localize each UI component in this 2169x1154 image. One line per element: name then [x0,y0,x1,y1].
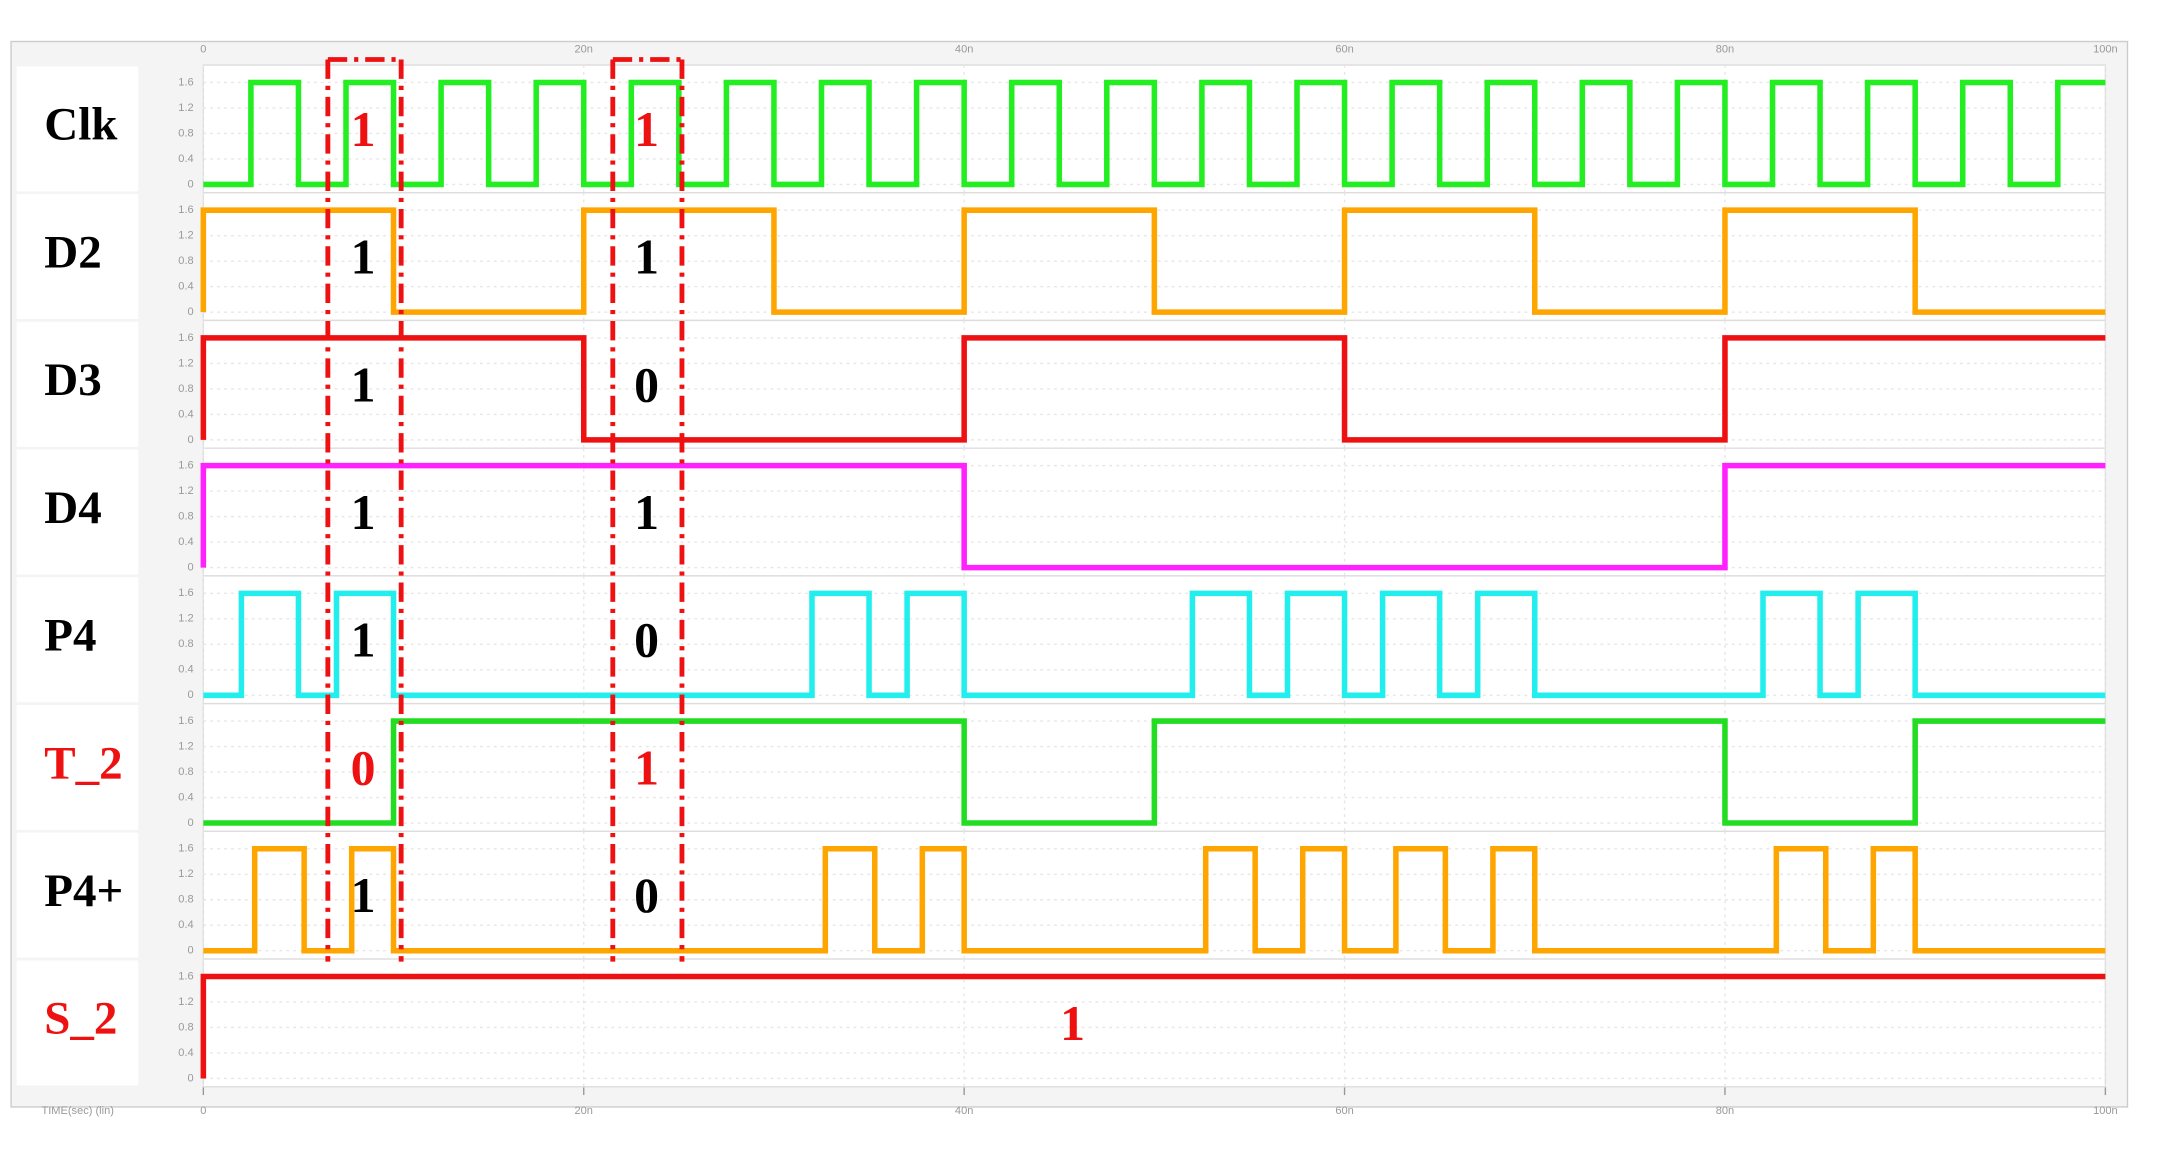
y-tick-label: 0 [188,306,194,318]
y-tick-label: 1.2 [178,485,193,497]
signal-name: Clk [44,99,118,151]
y-tick-label: 1.2 [178,357,193,369]
value-annotation: 1 [1060,996,1085,1051]
value-annotation: 0 [634,868,659,923]
y-tick-label: 1.2 [178,230,193,242]
y-tick-label: 0.8 [178,894,193,906]
y-tick-label: 0.4 [178,791,193,803]
y-tick-label: 0.8 [178,255,193,267]
y-tick-label: 0.8 [178,766,193,778]
y-tick-label: 0 [188,434,194,446]
y-tick-label: 1.2 [178,102,193,114]
y-tick-label: 0.4 [178,536,193,548]
y-tick-label: 0.4 [178,664,193,676]
value-annotation: 1 [351,102,376,157]
label-panel [16,960,139,1086]
y-tick-label: 0 [188,817,194,829]
y-tick-label: 0 [188,689,194,701]
signal-name: P4 [44,610,96,662]
value-annotation: 0 [634,613,659,668]
y-tick-label: 1.6 [178,460,193,472]
y-tick-label: 0.4 [178,153,193,165]
y-tick-label: 1.6 [178,204,193,216]
waveform [203,79,2106,188]
signal-name: D3 [44,354,101,406]
value-annotation: 1 [634,485,659,540]
waveform [200,462,2106,571]
y-tick-label: 1.6 [178,587,193,599]
plot-area [202,830,2107,960]
x-tick-label: 0 [200,44,206,56]
x-tick-label: 60n [1335,44,1353,56]
label-panel [16,577,139,703]
y-tick-label: 1.2 [178,868,193,880]
plot-area [202,958,2107,1088]
y-tick-label: 0.8 [178,127,193,139]
x-tick-label: 0 [200,1105,206,1117]
signal-name: D2 [44,226,101,278]
value-annotation: 0 [351,740,376,795]
signal-name: S_2 [44,993,117,1045]
y-tick-label: 0 [188,945,194,957]
y-tick-label: 1.2 [178,740,193,752]
signal-name: D4 [44,482,101,534]
x-tick-label: 80n [1716,44,1734,56]
x-axis-label: TIME(sec) (lin) [41,1105,113,1117]
value-annotation: 1 [634,230,659,285]
x-tick-label: 40n [955,1105,973,1117]
plot-area [202,447,2107,577]
label-panel [16,66,139,192]
y-tick-label: 0 [188,1072,194,1084]
waveform [200,207,2106,315]
x-tick-label: 100n [2093,1105,2118,1117]
value-annotation: 1 [634,102,659,157]
x-tick-label: 80n [1716,1105,1734,1117]
y-tick-label: 0.8 [178,383,193,395]
y-tick-label: 0.8 [178,638,193,650]
label-panel [16,704,139,830]
value-annotation: 1 [634,740,659,795]
y-tick-label: 0.4 [178,281,193,293]
plot-area [202,575,2107,705]
y-tick-label: 0.8 [178,511,193,523]
signal-name: T_2 [44,737,122,789]
signal-name: P4+ [44,865,123,917]
y-tick-label: 1.6 [178,715,193,727]
value-annotation: 1 [351,485,376,540]
y-tick-label: 1.2 [178,996,193,1008]
y-tick-label: 1.6 [178,76,193,88]
waveform [200,973,2106,1079]
y-tick-label: 1.6 [178,843,193,855]
waveform [203,590,2106,699]
value-annotation: 1 [351,357,376,412]
value-annotation: 1 [351,868,376,923]
x-tick-label: 60n [1335,1105,1353,1117]
y-tick-label: 0.4 [178,919,193,931]
y-tick-label: 0.4 [178,1047,193,1059]
x-tick-label: 40n [955,44,973,56]
x-tick-label: 20n [575,1105,593,1117]
value-annotation: 1 [351,613,376,668]
waveform [203,718,2106,826]
value-annotation: 1 [351,230,376,285]
y-tick-label: 1.6 [178,970,193,982]
waveform [203,845,2106,954]
label-panel [16,194,139,320]
x-tick-label: 100n [2093,44,2118,56]
x-tick-label: 20n [575,44,593,56]
label-panel [16,321,139,447]
y-tick-label: 0 [188,562,194,574]
y-tick-label: 0.4 [178,408,193,420]
y-tick-label: 0.8 [178,1021,193,1033]
label-panel [16,449,139,575]
y-tick-label: 0 [188,178,194,190]
label-panel [16,832,139,958]
value-annotation: 0 [634,357,659,412]
waveform [200,335,2106,443]
y-tick-label: 1.6 [178,332,193,344]
y-tick-label: 1.2 [178,613,193,625]
